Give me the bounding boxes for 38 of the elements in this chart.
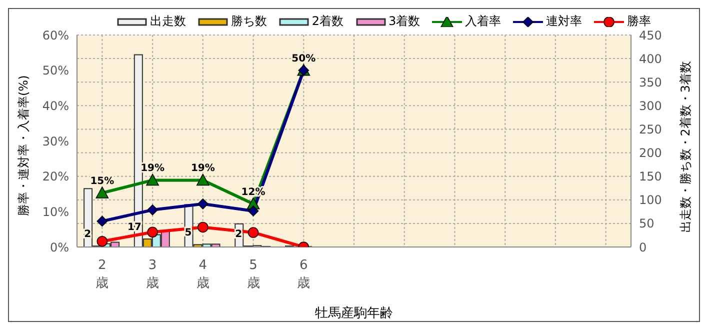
x-tick-label: 2歳 xyxy=(96,258,109,291)
x-axis-title: 牡馬産駒年齢 xyxy=(315,305,393,321)
y-tick-label: 0% xyxy=(50,240,69,254)
y-tick-label: 50% xyxy=(42,64,69,78)
y-tick-label: 10% xyxy=(42,204,69,219)
y-tick-label: 40% xyxy=(42,98,69,113)
data-label: 2 xyxy=(235,229,242,240)
legend-label: 2着数 xyxy=(312,13,344,30)
legend-label: 出走数 xyxy=(150,13,186,30)
y2-tick-label: 50 xyxy=(639,216,654,231)
y2-tick-label: 100 xyxy=(639,193,662,208)
y-tick-label: 60% xyxy=(42,28,69,42)
y2-tick-label: 250 xyxy=(639,122,662,136)
legend-label: 入着率 xyxy=(465,13,502,30)
data-label: 5 xyxy=(184,228,192,239)
x-tick-label: 6歳 xyxy=(297,258,310,291)
legend-label: 3着数 xyxy=(388,13,420,30)
y2-tick-label: 300 xyxy=(639,98,662,113)
y2-tick-label: 400 xyxy=(639,52,662,66)
y-tick-label: 20% xyxy=(42,170,69,184)
legend-label: 勝率 xyxy=(627,13,652,30)
x-tick-label: 4歳 xyxy=(196,258,210,291)
y2-tick-label: 200 xyxy=(639,146,662,160)
x-tick-label: 5歳 xyxy=(246,258,260,291)
x-tick-label: 3歳 xyxy=(146,258,160,291)
legend-label: 連対率 xyxy=(546,13,582,30)
data-label: 2 xyxy=(84,229,92,240)
legend-label: 勝ち数 xyxy=(230,13,267,30)
data-label: 19% xyxy=(190,163,215,174)
data-label: 15% xyxy=(90,176,114,187)
y2-axis-title: 出走数・勝ち数・2着数・3着数 xyxy=(678,61,692,232)
y-axis-title: 勝率・連対率・入着率(%) xyxy=(16,75,30,216)
y-tick-label: 30% xyxy=(42,134,69,148)
y2-tick-label: 350 xyxy=(639,75,662,90)
y2-tick-label: 450 xyxy=(639,28,662,42)
y2-tick-label: 0 xyxy=(639,240,647,254)
y2-tick-label: 150 xyxy=(639,170,662,184)
data-label: 50% xyxy=(292,53,316,64)
